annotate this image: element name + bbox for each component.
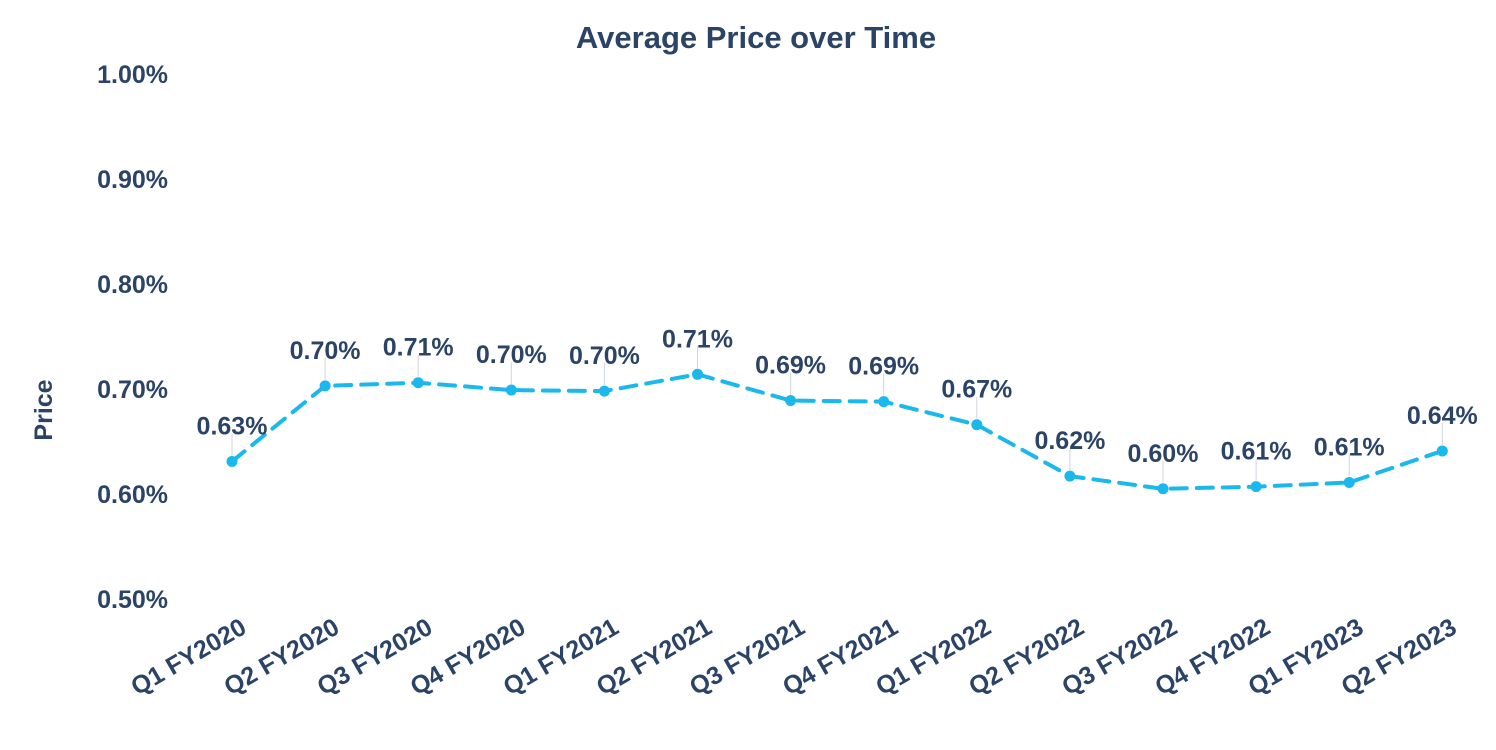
chart-title: Average Price over Time xyxy=(576,20,936,55)
data-label: 0.70% xyxy=(290,337,361,365)
data-label: 0.63% xyxy=(197,412,268,440)
data-label: 0.71% xyxy=(383,334,454,362)
data-point xyxy=(785,395,797,407)
data-label: 0.70% xyxy=(476,341,547,369)
data-labels: 0.63% 0.70% 0.71% 0.70% 0.70% 0.71% 0.69% 0.69%… xyxy=(197,325,1478,467)
data-point xyxy=(1064,470,1076,482)
data-label: 0.69% xyxy=(755,352,826,380)
data-label: 0.69% xyxy=(848,353,919,381)
data-point xyxy=(319,380,331,392)
data-label: 0.61% xyxy=(1221,438,1292,466)
data-point xyxy=(598,385,610,397)
y-tick-label: 0.50% xyxy=(97,586,168,614)
y-tick-label: 1.00% xyxy=(97,61,168,89)
y-axis-ticks: 0.50% 0.60% 0.70% 0.80% 0.90% 1.00% xyxy=(97,61,168,614)
data-point xyxy=(1436,445,1448,457)
data-point xyxy=(505,384,517,396)
y-tick-label: 0.60% xyxy=(97,481,168,509)
data-label: 0.62% xyxy=(1034,427,1105,455)
data-label: 0.60% xyxy=(1128,440,1199,468)
y-axis-label: Price xyxy=(30,379,58,440)
data-point xyxy=(412,377,424,389)
data-label: 0.71% xyxy=(662,325,733,353)
data-point xyxy=(878,396,890,408)
data-point xyxy=(226,455,238,467)
data-label: 0.61% xyxy=(1314,433,1385,461)
data-label: 0.70% xyxy=(569,342,640,370)
y-tick-label: 0.80% xyxy=(97,271,168,299)
data-point xyxy=(1343,476,1355,488)
data-label: 0.67% xyxy=(941,376,1012,404)
series-line xyxy=(230,372,1445,491)
data-label: 0.64% xyxy=(1407,402,1478,430)
data-points xyxy=(226,368,1448,495)
data-point xyxy=(1250,481,1262,493)
data-point xyxy=(971,419,983,431)
y-tick-label: 0.90% xyxy=(97,166,168,194)
data-point xyxy=(1157,483,1169,495)
data-point xyxy=(692,368,703,380)
y-tick-label: 0.70% xyxy=(97,376,168,404)
data-label-leaders xyxy=(231,346,1443,483)
